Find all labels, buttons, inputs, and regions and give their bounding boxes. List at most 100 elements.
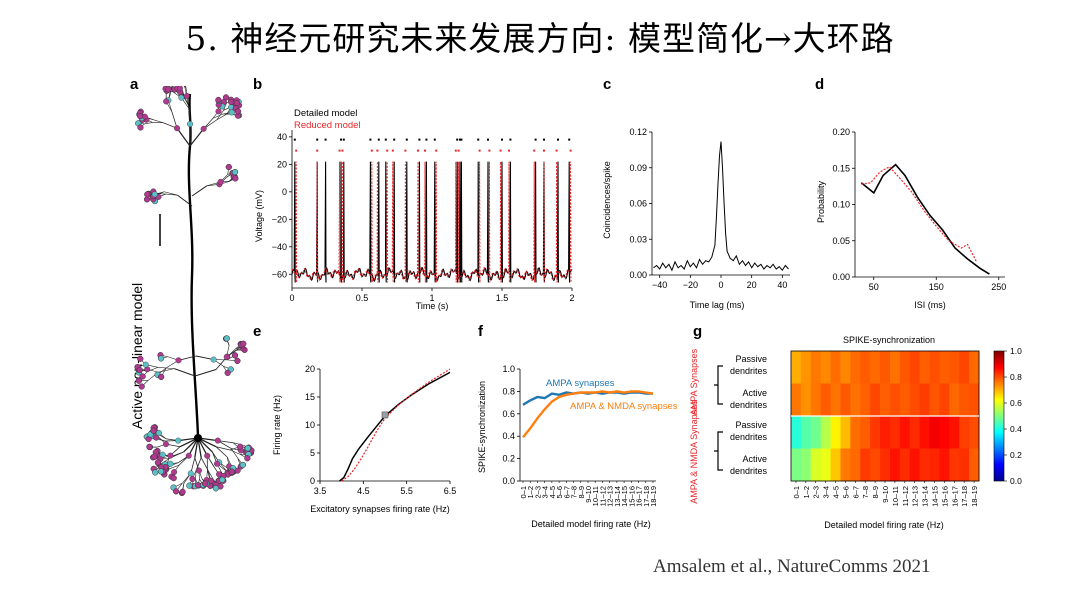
reduced-model-trace: [291, 161, 573, 283]
heatmap-cell: [791, 416, 802, 433]
heatmap-cell: [959, 351, 970, 368]
synapse-marker: [178, 94, 185, 101]
synapse-marker: [223, 335, 230, 342]
x-tick-label: 20: [747, 280, 757, 290]
heatmap-cell: [820, 432, 831, 449]
heatmap-cell: [889, 367, 901, 384]
x-category-label: 8–9: [871, 486, 880, 499]
heatmap-cell: [949, 432, 960, 449]
spike-raster-detailed: [342, 138, 345, 141]
x-category-label: 10–11: [891, 486, 900, 506]
b-xlabel: Time (s): [416, 301, 449, 311]
heatmap-cell: [919, 399, 930, 417]
nmda-sync-line: [522, 390, 654, 439]
g-axes: 0–1 1–2 2–3 3–4 4–5 5–6 6–7 7–8 8–9 9–10 10–11 11–1…: [790, 350, 980, 507]
heatmap-cell: [850, 416, 861, 433]
dendrite-branch: [207, 470, 211, 480]
spike-raster-reduced: [391, 149, 394, 152]
heatmap-cell: [791, 383, 802, 401]
synapse-marker: [135, 377, 142, 384]
detailed-fi-line: [339, 371, 451, 482]
heatmap-cell: [840, 432, 851, 449]
d-ylabel: Probability: [816, 180, 826, 223]
heatmap-cell: [850, 383, 861, 401]
x-category-label: 12–13: [911, 486, 920, 507]
dendrite-branch: [230, 448, 239, 459]
heatmap-cell: [939, 383, 950, 401]
heatmap-cell: [820, 367, 831, 384]
synapse-marker: [232, 175, 239, 182]
heatmap-cell: [969, 399, 980, 417]
heatmap-cell: [830, 432, 841, 449]
spike-raster-detailed: [418, 138, 421, 141]
slide-title: 5. 神经元研究未来发展方向: 模型简化→大环路: [185, 19, 895, 58]
heatmap-cell: [949, 367, 960, 384]
heatmap-cell: [959, 448, 970, 466]
voltage-trace-chart: Detailed model Reduced model Voltage (mV…: [254, 108, 575, 311]
spike-raster-reduced: [508, 149, 510, 152]
spike-raster-reduced: [454, 149, 457, 152]
spike-raster-detailed: [460, 138, 463, 141]
heatmap-cell: [800, 416, 812, 433]
heatmap-cell: [820, 399, 831, 417]
synapse-marker: [200, 125, 207, 132]
reduced-isi-line: [861, 166, 978, 263]
heatmap-cell: [840, 448, 851, 466]
synapse-marker: [186, 482, 193, 489]
synapse-marker: [212, 485, 219, 492]
synapse-marker: [144, 196, 151, 203]
heatmap-cell: [810, 464, 822, 482]
heatmap-cell: [870, 351, 881, 368]
spike-raster-detailed: [477, 138, 480, 141]
heatmap-cell: [810, 448, 822, 466]
synapse-marker: [144, 191, 151, 198]
x-category-label: 0–1: [792, 486, 801, 499]
dendrite-branch: [158, 368, 175, 373]
synapse-marker: [175, 437, 182, 444]
x-category-label: 4–5: [548, 486, 557, 499]
synapse-marker: [163, 98, 170, 105]
d-plot: [860, 163, 990, 275]
heatmap-cell: [969, 432, 980, 449]
spike-raster-detailed: [509, 138, 512, 141]
x-category-label: 1–2: [526, 486, 535, 499]
dendrite-branch: [194, 369, 217, 377]
heatmap-cell: [840, 399, 851, 417]
heatmap-cell: [820, 448, 831, 466]
heatmap-cell: [889, 416, 901, 433]
heatmap-cell: [860, 367, 871, 384]
heatmap-cell: [939, 448, 950, 466]
synapse-marker: [136, 367, 143, 374]
synapse-marker: [204, 452, 211, 459]
heatmap-cell: [909, 399, 921, 417]
heatmap-cell: [889, 383, 901, 401]
spike-raster-reduced: [555, 149, 558, 152]
panel-a-label: a: [130, 76, 139, 93]
synapse-marker: [151, 453, 158, 460]
y-tick-label: 20: [277, 159, 287, 169]
x-category-label: 13–14: [921, 486, 930, 507]
heatmap-cell: [909, 351, 921, 368]
x-tick-label: −40: [652, 280, 667, 290]
spike-raster-detailed: [501, 138, 503, 141]
heatmap-cell: [850, 351, 861, 368]
x-tick-label: 1.5: [496, 293, 509, 303]
x-category-label: 17–18: [960, 486, 969, 507]
heatmap-cell: [880, 432, 891, 449]
heatmap-cell: [969, 416, 980, 433]
x-category-label: 13–14: [613, 486, 622, 507]
x-tick-label: 1: [429, 293, 434, 303]
heatmap-cell: [830, 416, 841, 433]
x-category-label: 18–19: [970, 486, 979, 507]
fi-curve-chart: Firing rate (Hz) Excitatory synapses fir…: [272, 364, 456, 514]
x-category-label: 0–1: [519, 486, 528, 499]
heatmap-cell: [810, 367, 822, 384]
heatmap-cell: [949, 448, 960, 466]
synapse-marker: [146, 443, 153, 450]
y-tick-label: 0.6: [502, 409, 515, 419]
panel-c-label: c: [603, 76, 612, 93]
spike-raster-reduced: [370, 149, 373, 152]
correlogram-line: [653, 141, 789, 272]
x-category-label: 8–9: [577, 486, 586, 499]
heatmap-cell: [850, 432, 861, 449]
